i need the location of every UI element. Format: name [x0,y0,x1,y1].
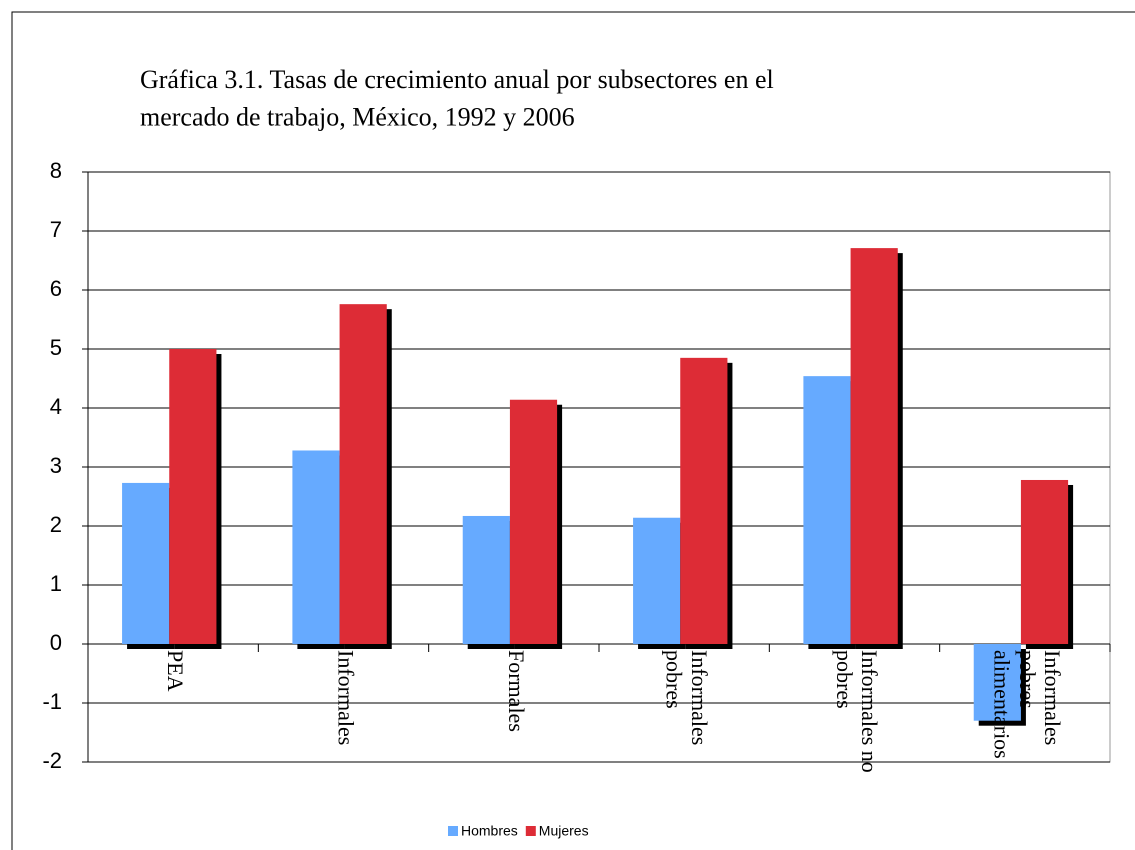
y-tick-label: 8 [50,158,62,183]
y-tick-label: -2 [42,748,62,773]
legend-swatch [448,826,458,836]
bar [509,399,558,644]
y-tick-label: 0 [50,630,62,655]
y-tick-label: 6 [50,276,62,301]
bar [850,248,898,645]
bar [292,450,340,644]
y-tick-label: 7 [50,217,62,242]
y-tick-label: 5 [50,335,62,360]
y-tick-label: 2 [50,512,62,537]
y-tick-label: 1 [50,571,62,596]
legend-label: Mujeres [539,823,589,839]
x-tick-label: Informales [333,650,358,745]
chart-title: Gráfica 3.1. Tasas de crecimiento anual … [140,65,774,132]
bar [339,304,387,644]
legend-swatch [525,826,536,836]
bar [973,644,1021,721]
bar [803,376,851,644]
x-tick-label: Formales [504,650,529,732]
bar [633,517,681,644]
x-tick-label: PEA [163,650,188,692]
x-tick-label: Informalespobres [661,650,711,745]
bar [680,357,728,644]
y-tick-label: 3 [50,453,62,478]
bar [122,482,170,644]
bar [462,515,510,644]
x-tick-label: Informales nopobres [832,650,882,773]
bar [1020,479,1069,644]
bar [169,349,217,644]
x-tick-label: Informalespobresalimentarios [989,650,1065,759]
legend-label: Hombres [461,823,518,839]
y-tick-label: -1 [42,689,62,714]
y-tick-label: 4 [50,394,62,419]
